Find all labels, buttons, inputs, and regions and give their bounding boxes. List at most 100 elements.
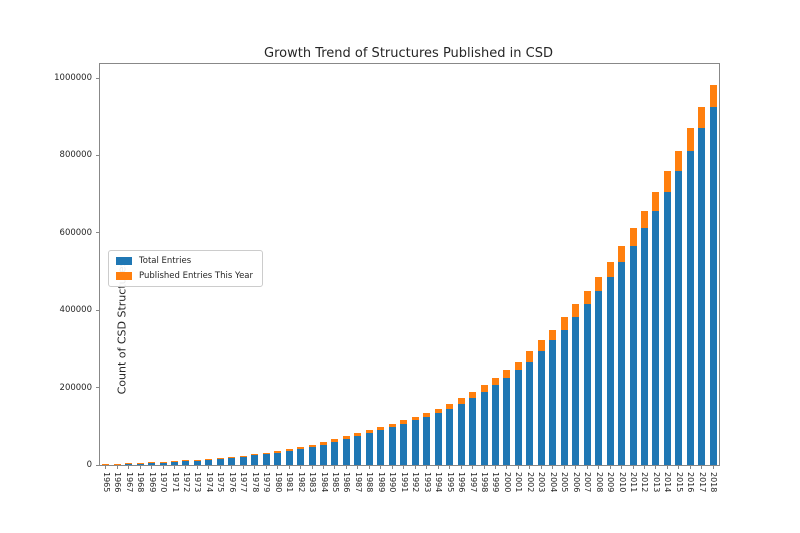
y-tick-label: 800000 <box>59 150 92 161</box>
x-tick-label-1990: 1990 <box>388 472 398 493</box>
published-entries-bar-1986 <box>342 435 350 439</box>
total-entries-bar-1994 <box>434 413 442 465</box>
total-entries-bar-1966 <box>113 464 121 465</box>
published-entries-bar-1996 <box>457 398 465 404</box>
x-tick-mark <box>472 465 474 469</box>
published-entries-bar-1974 <box>205 458 213 460</box>
x-tick-label-2011: 2011 <box>629 472 639 493</box>
x-tick-mark <box>174 465 175 469</box>
x-tick-label-1980: 1980 <box>273 472 283 493</box>
x-tick-label-1995: 1995 <box>445 472 455 493</box>
published-entries-bar-2018 <box>709 84 717 108</box>
published-entries-bar-1987 <box>354 433 362 436</box>
x-tick-label-2017: 2017 <box>697 472 707 493</box>
total-entries-bar-1973 <box>193 460 201 465</box>
x-tick-label-1975: 1975 <box>216 472 226 493</box>
published-entries-bar-2004 <box>549 329 557 341</box>
x-tick-mark <box>494 465 496 469</box>
x-tick-mark <box>391 465 393 469</box>
x-tick-label-1993: 1993 <box>422 472 432 493</box>
published-entries-bar-2017 <box>698 107 706 129</box>
published-entries-bar-1998 <box>480 385 488 393</box>
x-tick-label-1965: 1965 <box>101 472 111 493</box>
x-tick-mark <box>632 465 634 469</box>
x-tick-label-1994: 1994 <box>434 472 444 493</box>
published-entries-bar-1997 <box>469 392 477 399</box>
published-entries-bar-2013 <box>652 191 660 211</box>
x-tick-mark <box>689 465 691 469</box>
x-tick-label-2018: 2018 <box>709 472 719 493</box>
total-entries-bar-1986 <box>342 438 350 465</box>
published-entries-bar-1994 <box>434 409 442 414</box>
x-tick-mark <box>185 465 187 469</box>
total-entries-bar-1990 <box>388 426 396 465</box>
x-tick-mark <box>414 465 416 469</box>
total-entries-bar-2011 <box>629 246 637 465</box>
y-tick-label: 0 <box>86 460 92 470</box>
published-entries-bar-1993 <box>423 413 431 417</box>
published-entries-bar-2002 <box>526 351 534 362</box>
x-tick-mark <box>621 465 623 469</box>
x-tick-mark <box>254 465 256 469</box>
published-entries-swatch-icon <box>116 272 132 280</box>
x-tick-mark <box>311 465 313 469</box>
x-tick-label-1983: 1983 <box>308 472 318 493</box>
x-tick-label-1978: 1978 <box>250 472 260 493</box>
published-entries-bar-2011 <box>629 228 637 247</box>
published-entries-bar-2006 <box>572 304 580 318</box>
published-entries-bar-1982 <box>297 447 305 450</box>
published-entries-bar-2005 <box>560 317 568 330</box>
published-entries-bar-1973 <box>193 459 201 461</box>
total-entries-bar-1999 <box>491 385 499 465</box>
x-tick-mark <box>643 465 645 469</box>
x-tick-mark <box>323 465 325 469</box>
x-tick-label-1997: 1997 <box>468 472 478 493</box>
published-entries-bar-1975 <box>216 457 224 459</box>
x-tick-mark <box>219 465 221 469</box>
x-tick-label-2005: 2005 <box>560 472 570 493</box>
x-tick-label-1970: 1970 <box>159 472 169 493</box>
x-tick-mark <box>437 465 439 469</box>
published-entries-bar-2003 <box>537 340 545 352</box>
total-entries-bar-1970 <box>159 462 167 465</box>
x-tick-mark <box>701 465 703 469</box>
total-entries-bar-2014 <box>663 191 671 465</box>
x-tick-mark <box>678 465 680 469</box>
y-tick-mark <box>96 309 100 311</box>
x-tick-label-1984: 1984 <box>319 472 329 493</box>
total-entries-bar-1981 <box>285 451 293 465</box>
total-entries-bar-1989 <box>377 429 385 465</box>
total-entries-bar-1978 <box>251 455 259 465</box>
x-tick-mark <box>368 465 370 469</box>
x-tick-label-1967: 1967 <box>124 472 134 493</box>
total-entries-bar-1997 <box>469 398 477 465</box>
x-tick-mark <box>449 465 451 469</box>
x-tick-label-2012: 2012 <box>640 472 650 493</box>
y-tick-mark <box>96 154 100 156</box>
total-entries-bar-2006 <box>572 317 580 465</box>
total-entries-bar-2004 <box>549 340 557 465</box>
x-tick-label-1989: 1989 <box>376 472 386 493</box>
x-tick-label-2014: 2014 <box>663 472 673 493</box>
y-tick-mark <box>96 232 100 234</box>
x-tick-label-1973: 1973 <box>193 472 203 493</box>
y-tick-label: 400000 <box>59 305 92 316</box>
total-entries-bar-1998 <box>480 392 488 465</box>
x-tick-label-1987: 1987 <box>353 472 363 493</box>
published-entries-bar-1988 <box>365 429 373 433</box>
x-tick-label-1981: 1981 <box>285 472 295 493</box>
total-entries-bar-2016 <box>686 150 694 465</box>
total-entries-bar-1976 <box>228 457 236 465</box>
legend-item-total-entries: Total Entries <box>116 256 253 266</box>
total-entries-bar-1965 <box>102 464 110 465</box>
total-entries-bar-2009 <box>606 276 614 465</box>
total-entries-bar-1980 <box>274 452 282 465</box>
published-entries-bar-1983 <box>308 444 316 448</box>
published-entries-bar-1985 <box>331 438 339 442</box>
x-tick-mark <box>380 465 382 469</box>
total-entries-bar-1972 <box>182 460 190 465</box>
x-tick-mark <box>609 465 611 469</box>
x-tick-label-1972: 1972 <box>181 472 191 493</box>
x-tick-mark <box>151 465 153 469</box>
